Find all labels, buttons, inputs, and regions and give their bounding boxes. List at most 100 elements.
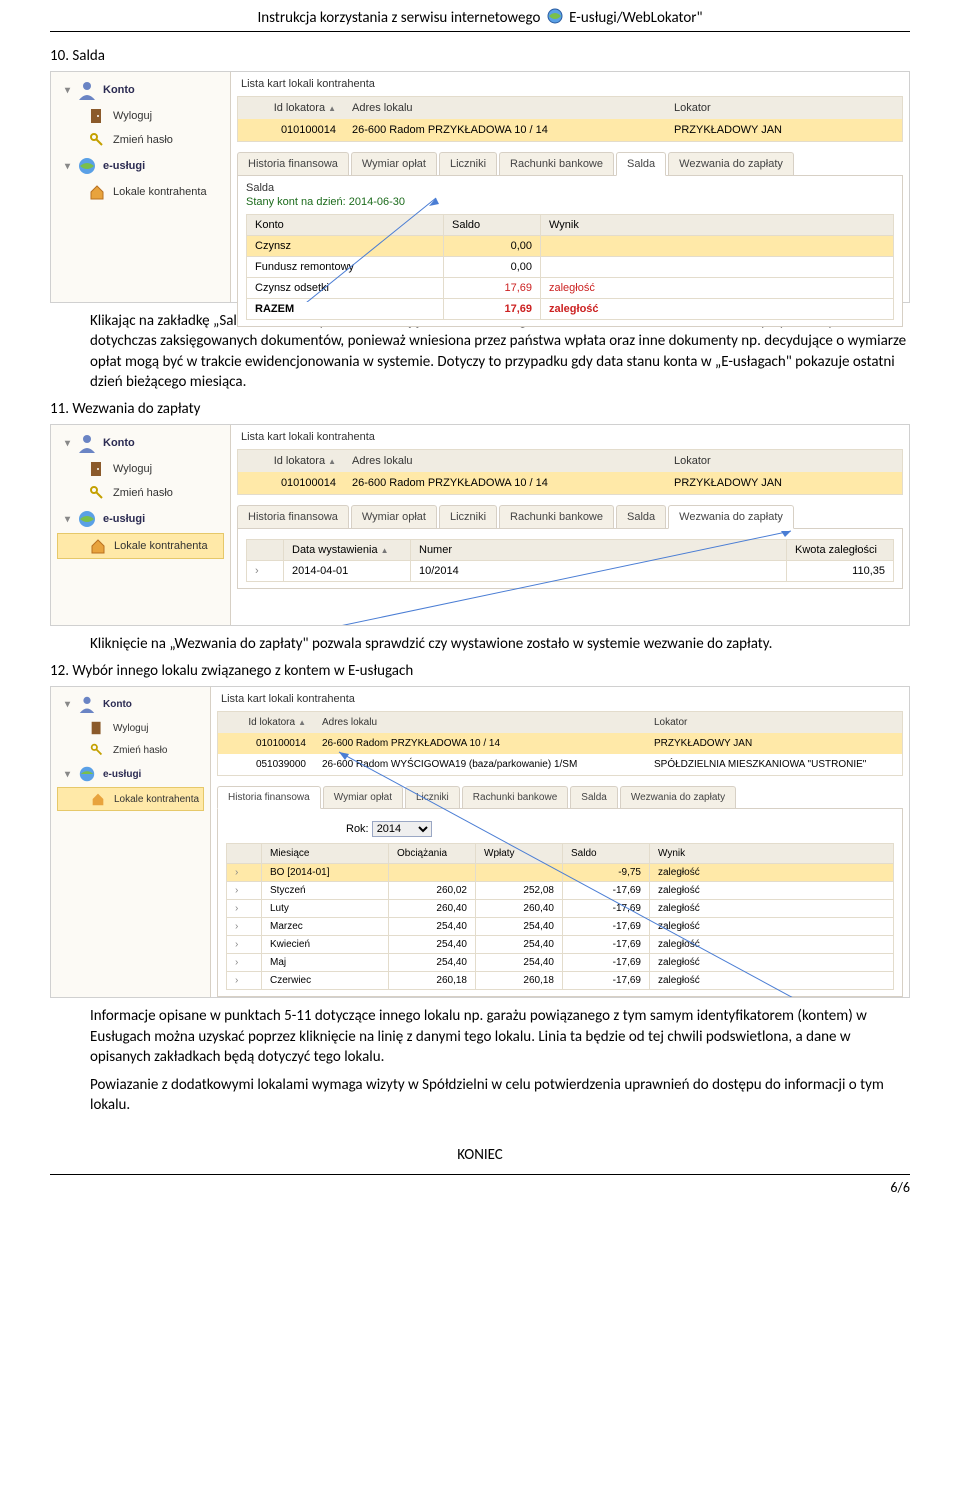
lokale-row[interactable]: 051039000 26-600 Radom WYŚCIGOWA19 (baza… [218,754,902,775]
nav-konto[interactable]: ▾ Konto [57,691,204,717]
exp-cell[interactable]: › [227,864,262,882]
salda-cell-saldo: 0,00 [444,257,541,278]
lokale-row[interactable]: 010100014 26-600 Radom PRZYKŁADOWA 10 / … [238,119,902,141]
tab-wezwania[interactable]: Wezwania do zapłaty [668,152,794,175]
salda-cell-wynik: zaległość [541,278,894,299]
fin-row[interactable]: › BO [2014-01] -9,75 zaległość [227,864,894,882]
tab-salda[interactable]: Salda [616,505,666,528]
tab-wymiar[interactable]: Wymiar opłat [351,505,437,528]
fin-cell-saldo: -17,69 [563,936,650,954]
fin-cell-mies: Czerwiec [262,972,389,990]
nav-lokale[interactable]: Lokale kontrahenta [57,533,224,559]
tab-rachunki[interactable]: Rachunki bankowe [499,152,614,175]
lokale-table: Id lokatora▲ Adres lokalu Lokator 010100… [237,449,903,495]
tab-liczniki[interactable]: Liczniki [405,786,460,808]
tab-wezwania[interactable]: Wezwania do zapłaty [668,505,794,529]
salda-title: Salda [246,182,894,194]
fin-cell-wpl: 252,08 [476,882,563,900]
salda-row: RAZEM 17,69 zaległość [247,299,894,320]
nav-zmien-haslo[interactable]: Zmień hasło [57,481,224,505]
keys-icon [85,131,109,149]
fin-cell-saldo: -17,69 [563,918,650,936]
nav-konto[interactable]: ▾ Konto [57,429,224,457]
fin-row[interactable]: › Marzec 254,40 254,40 -17,69 zaległość [227,918,894,936]
fin-hdr-wynik: Wynik [650,844,894,864]
salda-cell-saldo: 17,69 [444,278,541,299]
fin-row[interactable]: › Czerwiec 260,18 260,18 -17,69 zaległoś… [227,972,894,990]
exp-cell[interactable]: › [227,918,262,936]
tab-rachunki[interactable]: Rachunki bankowe [499,505,614,528]
keys-icon [85,742,109,758]
nav-lokale[interactable]: Lokale kontrahenta [57,180,224,204]
tab-liczniki[interactable]: Liczniki [439,152,497,175]
salda-cell-wynik [541,236,894,257]
salda-hdr-saldo: Saldo [444,215,541,236]
expand-icon[interactable]: › [255,565,263,577]
wezwania-panel: Data wystawienia▲ Numer Kwota zaległości… [237,529,903,589]
exp-cell[interactable]: › [227,954,262,972]
fin-cell-wynik: zaległość [650,918,894,936]
fin-cell-mies: BO [2014-01] [262,864,389,882]
exp-cell[interactable]: › [227,900,262,918]
tab-historia[interactable]: Historia finansowa [237,505,349,528]
salda-hdr-wynik: Wynik [541,215,894,236]
tab-salda[interactable]: Salda [616,152,666,176]
fin-hdr-saldo: Saldo [563,844,650,864]
nav-zmien-haslo[interactable]: Zmień hasło [57,128,224,152]
exp-cell[interactable]: › [227,972,262,990]
hdr-lok[interactable]: Lokator [666,450,902,472]
sort-asc-icon: ▲ [328,457,336,466]
wezwania-row[interactable]: › 2014-04-01 10/2014 110,35 [247,561,894,582]
tab-salda[interactable]: Salda [570,786,618,808]
nav-lokale[interactable]: Lokale kontrahenta [57,787,204,811]
tab-wymiar[interactable]: Wymiar opłat [323,786,403,808]
lokale-row[interactable]: 010100014 26-600 Radom PRZYKŁADOWA 10 / … [218,733,902,754]
salda-cell-wynik [541,257,894,278]
section-12-heading: 12. Wybór innego lokalu związanego z kon… [50,662,910,680]
salda-cell-saldo: 17,69 [444,299,541,320]
wez-cell-kwota: 110,35 [787,561,894,582]
tab-rachunki[interactable]: Rachunki bankowe [462,786,569,808]
exp-cell[interactable]: › [227,936,262,954]
cell-id: 010100014 [238,119,344,141]
door-icon [85,107,109,125]
exp-col [247,540,284,561]
tab-historia[interactable]: Historia finansowa [237,152,349,175]
fin-cell-wynik: zaległość [650,954,894,972]
hdr-lok[interactable]: Lokator [666,97,902,119]
nav-konto[interactable]: ▾ Konto [57,76,224,104]
nav-zmien-haslo[interactable]: Zmień hasło [57,739,204,761]
doc-header-text-a: Instrukcja korzystania z serwisu interne… [257,9,540,27]
fin-cell-mies: Marzec [262,918,389,936]
fin-row[interactable]: › Luty 260,40 260,40 -17,69 zaległość [227,900,894,918]
nav-euslugi[interactable]: ▾ e-usługi [57,761,204,787]
nav-wyloguj[interactable]: Wyloguj [57,104,224,128]
hdr-addr[interactable]: Adres lokalu [344,450,666,472]
hdr-id[interactable]: Id lokatora▲ [238,450,344,472]
fin-cell-wynik: zaległość [650,882,894,900]
fin-row[interactable]: › Kwiecień 254,40 254,40 -17,69 zaległoś… [227,936,894,954]
fin-hdr-mies: Miesiące [262,844,389,864]
fin-row[interactable]: › Styczeń 260,02 252,08 -17,69 zaległość [227,882,894,900]
rok-select[interactable]: 2014 [372,821,432,837]
tab-liczniki[interactable]: Liczniki [439,505,497,528]
screenshot-wybor-lokalu: ▾ Konto Wyloguj Zmień hasło ▾ e-usługi L… [50,686,910,998]
lokale-table: Id lokatora▲ Adres lokalu Lokator 010100… [237,96,903,142]
chevron-down-icon: ▾ [65,514,75,525]
tab-historia[interactable]: Historia finansowa [217,786,321,809]
exp-cell[interactable]: › [227,882,262,900]
nav-euslugi[interactable]: ▾ e-usługi [57,505,224,533]
hdr-addr[interactable]: Adres lokalu [344,97,666,119]
fin-cell-wynik: zaległość [650,864,894,882]
fin-row[interactable]: › Maj 254,40 254,40 -17,69 zaległość [227,954,894,972]
nav-euslugi[interactable]: ▾ e-usługi [57,152,224,180]
chevron-down-icon: ▾ [65,699,75,710]
hdr-id[interactable]: Id lokatora▲ [238,97,344,119]
nav-wyloguj[interactable]: Wyloguj [57,717,204,739]
tab-wezwania[interactable]: Wezwania do zapłaty [620,786,736,808]
cell-addr: 26-600 Radom PRZYKŁADOWA 10 / 14 [344,119,666,141]
door-icon [85,460,109,478]
tab-wymiar[interactable]: Wymiar opłat [351,152,437,175]
lokale-row[interactable]: 010100014 26-600 Radom PRZYKŁADOWA 10 / … [238,472,902,494]
nav-wyloguj[interactable]: Wyloguj [57,457,224,481]
